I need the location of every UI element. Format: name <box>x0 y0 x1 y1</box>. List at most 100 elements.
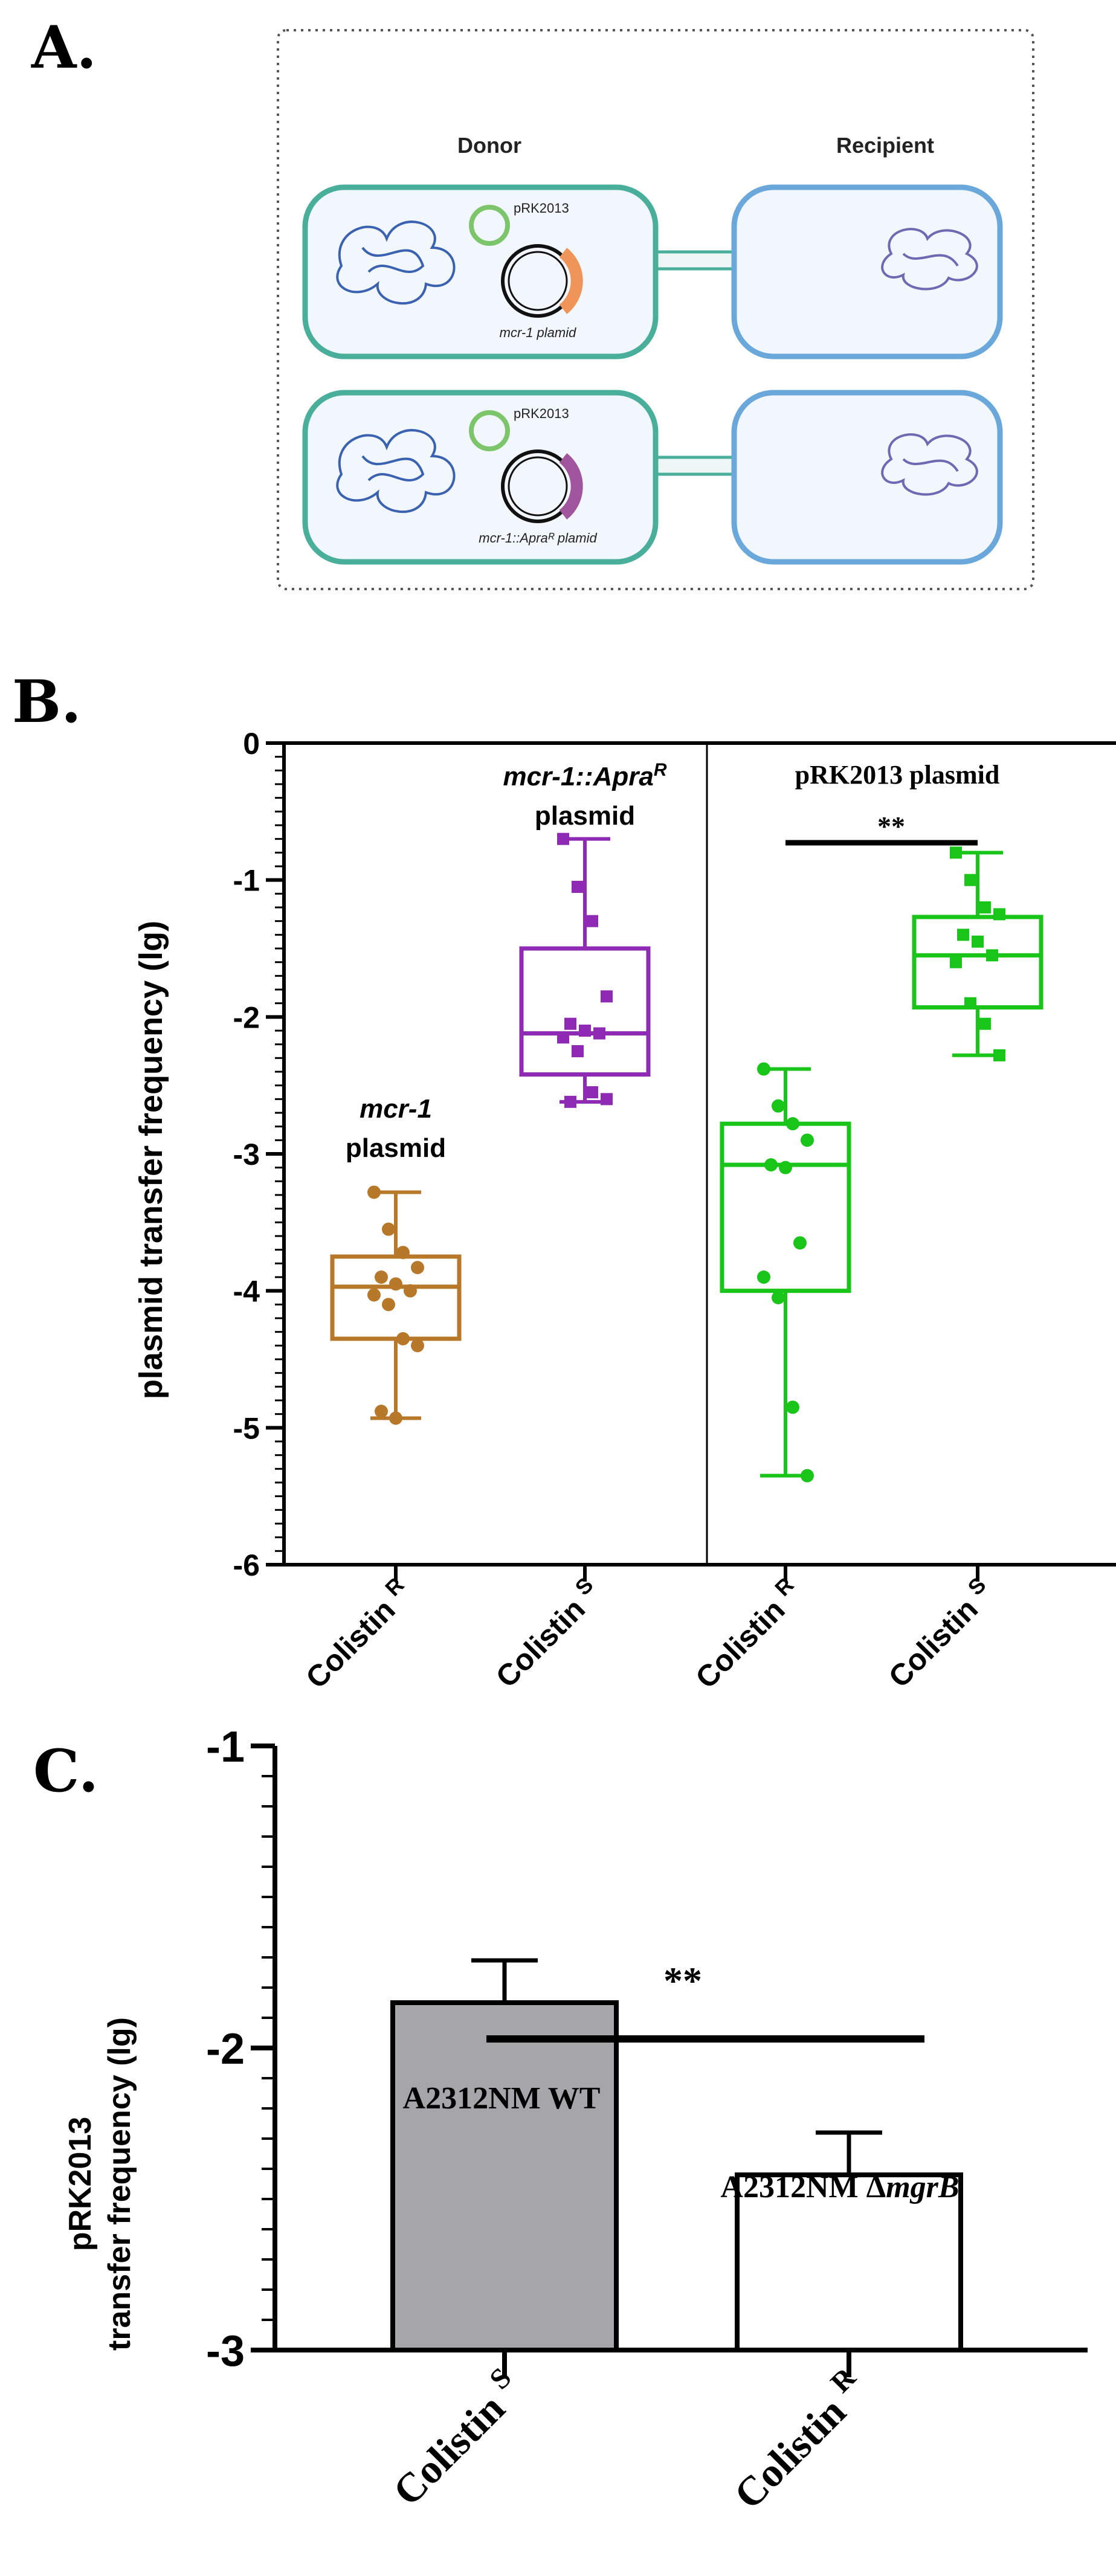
bar <box>390 2000 619 2352</box>
cargo-plasmid-inner-ring <box>508 251 568 311</box>
panel-c-letter: C. <box>33 1737 98 1805</box>
diagram-frame <box>277 29 1034 590</box>
x-tick-label: Colistin R <box>686 1573 808 1695</box>
data-point <box>772 1099 785 1113</box>
helper-plasmid-label: pRK2013 <box>514 201 569 216</box>
y-axis-label: plasmid transfer frequency (lg) <box>133 921 169 1399</box>
pilus-bridge <box>648 456 745 476</box>
x-tick-label: Colistin R <box>720 2361 877 2517</box>
box <box>519 946 651 1077</box>
y-tick-label: -2 <box>233 1000 260 1034</box>
x-tick-label-text: Colistin <box>384 2378 521 2514</box>
y-tick-label: -3 <box>233 1138 260 1171</box>
helper-plasmid-icon <box>469 410 510 451</box>
data-point <box>564 1017 576 1030</box>
box-plot-marks <box>330 832 1043 1483</box>
mgrb-bar-label: A2312NM ΔmgrB <box>720 2170 959 2204</box>
data-point <box>593 1027 605 1040</box>
data-point <box>375 1405 388 1418</box>
conjugation-diagram: Donor Recipient pRK2013 mcr-1 plamid pRK… <box>277 29 1034 590</box>
donor-chromosome-icon <box>336 429 456 514</box>
x-axis-labels: Colistin R Colistin S Colistin R Colistin S <box>296 1565 1001 1695</box>
bar-group <box>390 1958 619 2352</box>
box-group <box>519 832 651 1108</box>
y-tick-label: -2 <box>206 2025 245 2073</box>
data-point <box>972 935 984 948</box>
data-point <box>411 1339 424 1353</box>
x-tick-label-text: Colistin <box>689 1587 797 1695</box>
data-point <box>964 874 976 886</box>
cargo-plasmid-label: mcr-1::Apraᴿ plamid <box>479 530 597 546</box>
panel-a-letter: A. <box>31 13 97 82</box>
data-point <box>957 929 969 941</box>
data-point <box>757 1270 770 1284</box>
data-point <box>389 1411 402 1425</box>
y-axis-label-line1: pRK2013 <box>63 2117 98 2252</box>
data-point <box>601 1093 613 1106</box>
helper-plasmid-label: pRK2013 <box>514 406 569 421</box>
data-point <box>793 1236 807 1250</box>
recipient-cell <box>731 390 1003 565</box>
data-point <box>396 1246 410 1260</box>
donor-chromosome-icon <box>336 221 456 305</box>
data-point <box>375 1270 388 1284</box>
mcr-1-apra-gene-segment <box>559 453 583 520</box>
recipient-chromosome-icon <box>881 433 978 496</box>
mcr-1-apra-label-text: mcr-1::Apra <box>503 762 653 791</box>
donor-cell <box>302 184 659 359</box>
data-point <box>964 997 976 1009</box>
diagram-row-2: pRK2013 mcr-1::Apraᴿ plamid <box>302 390 1003 565</box>
data-point <box>801 1469 814 1483</box>
mgrb-label-gene: mgrB <box>886 2170 959 2204</box>
data-point <box>757 1062 770 1076</box>
data-point <box>586 1086 598 1098</box>
box-group <box>912 846 1043 1061</box>
recipient-label: Recipient <box>836 133 934 158</box>
y-axis-label-line2: transfer frequency (lg) <box>102 2017 137 2351</box>
data-point <box>579 1025 591 1037</box>
diagram-row-1: pRK2013 mcr-1 plamid <box>302 184 1003 359</box>
data-point <box>801 1133 814 1147</box>
data-point <box>396 1332 410 1345</box>
x-tick-label-text: Colistin <box>882 1586 990 1694</box>
data-point <box>786 1400 799 1414</box>
box-group <box>720 1062 851 1483</box>
data-point <box>572 881 584 893</box>
cargo-plasmid-label: mcr-1 plamid <box>500 325 577 340</box>
y-tick-label: -5 <box>233 1411 260 1445</box>
significance-marker: ** <box>663 1959 702 2002</box>
data-point <box>979 901 991 913</box>
x-tick-label: Colistin S <box>879 1573 1001 1695</box>
data-point <box>564 1095 576 1108</box>
y-tick-label: -6 <box>233 1548 260 1582</box>
mcr-1-group-label: mcr-1 <box>360 1094 432 1124</box>
data-point <box>993 908 1005 921</box>
x-tick-label-text: Colistin <box>725 2381 862 2517</box>
x-tick-label: Colistin S <box>486 1573 608 1695</box>
data-point <box>772 1291 785 1304</box>
box <box>330 1254 462 1341</box>
data-point <box>764 1158 778 1172</box>
recipient-cell <box>731 184 1003 359</box>
mcr-1-apra-group-label-line2: plasmid <box>535 801 635 831</box>
donor-label: Donor <box>457 133 521 158</box>
data-point <box>382 1298 395 1312</box>
wt-bar-label: A2312NM WT <box>403 2081 601 2116</box>
data-point <box>557 1031 569 1044</box>
data-point <box>986 949 998 962</box>
data-point <box>367 1288 381 1302</box>
data-point <box>779 1161 792 1174</box>
box <box>720 1121 851 1293</box>
x-tick-label: Colistin S <box>379 2362 532 2514</box>
data-point <box>950 846 962 859</box>
data-point <box>601 990 613 1003</box>
data-point <box>382 1222 395 1236</box>
x-tick-label-text: Colistin <box>299 1587 407 1695</box>
bar-chart: pRK2013 transfer frequency (lg) -1 -2 -3 C… <box>63 1723 1088 2517</box>
y-axis-ticks: 0 -1 -2 -3 -4 -5 -6 <box>233 727 1116 1582</box>
x-tick-label: Colistin R <box>296 1573 419 1695</box>
data-point <box>993 1049 1005 1061</box>
x-tick-label-text: Colistin <box>489 1586 598 1694</box>
mcr-1-apra-label-superscript: R <box>654 760 667 780</box>
data-point <box>950 956 962 968</box>
